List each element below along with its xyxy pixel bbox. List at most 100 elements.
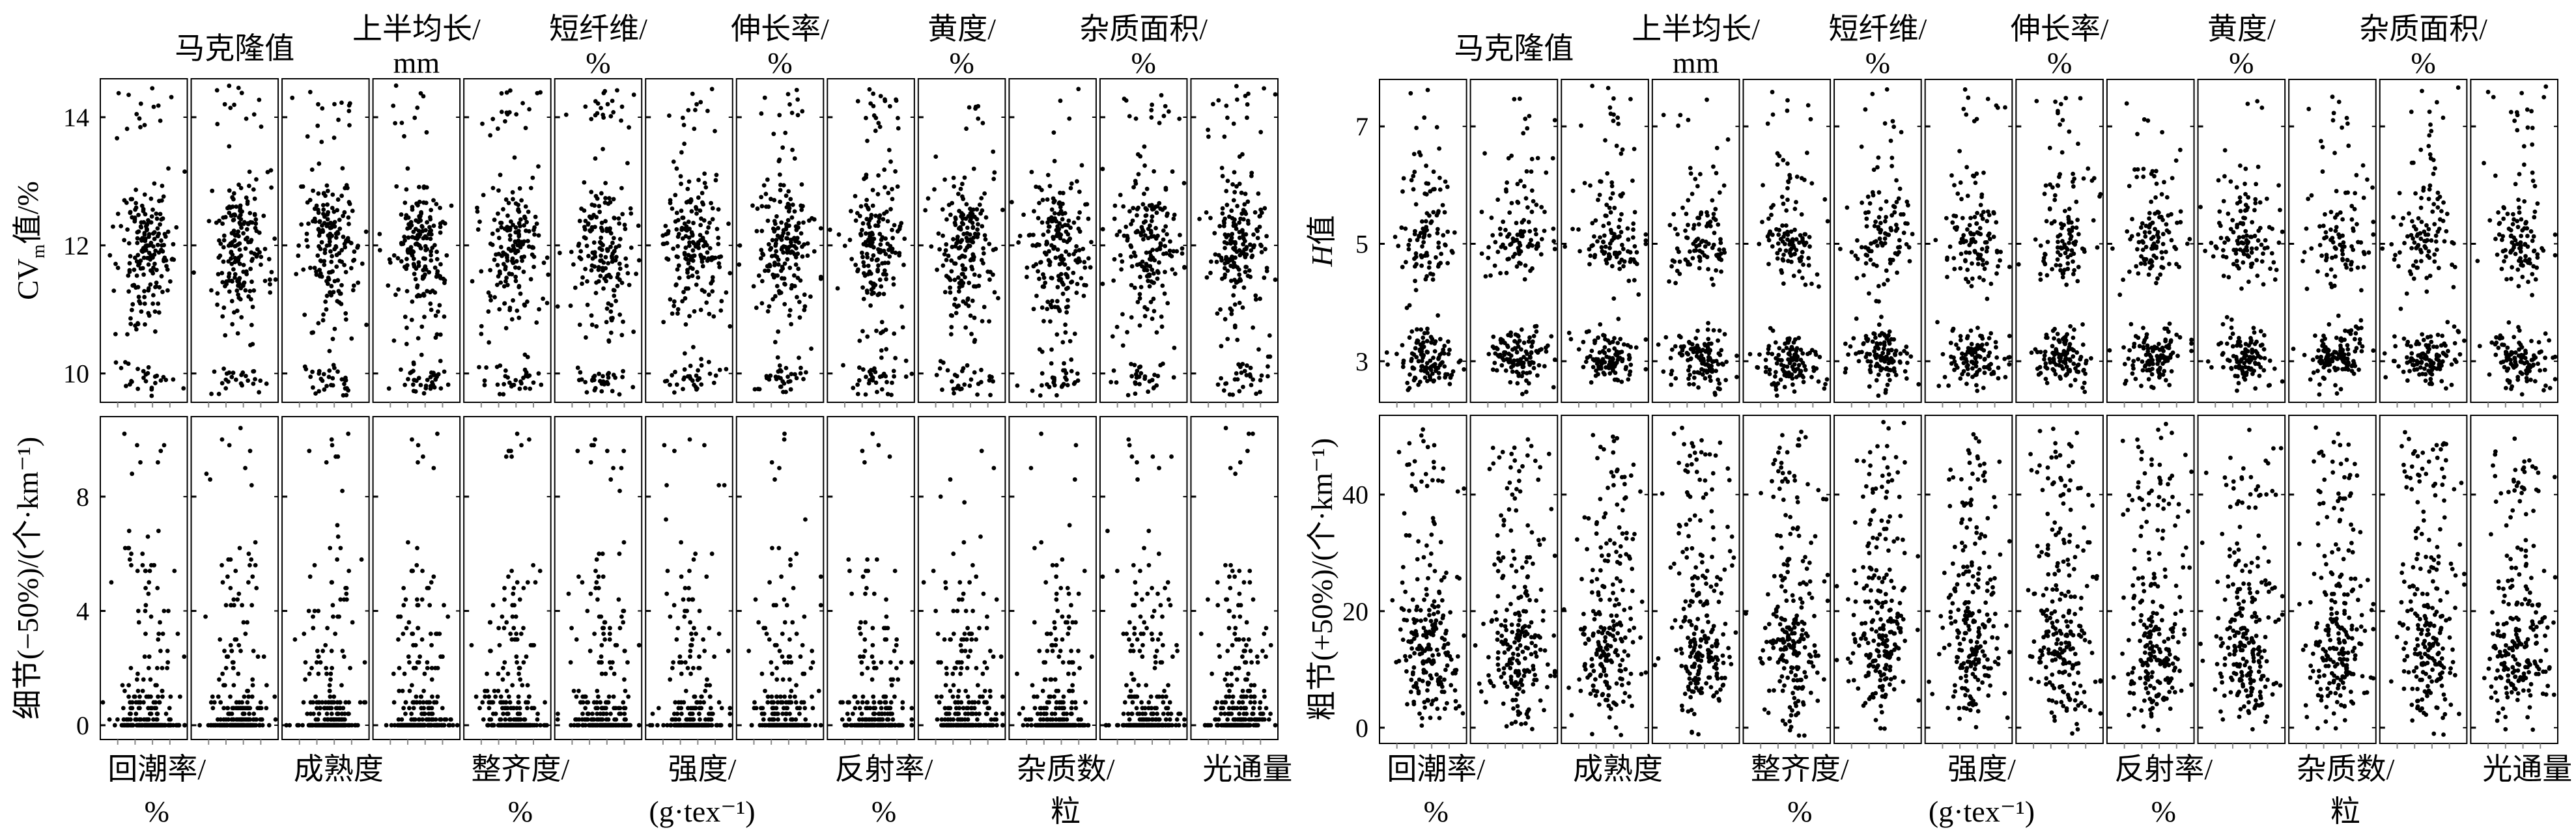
data-point	[1177, 117, 1182, 121]
data-point	[792, 284, 797, 288]
data-point	[1135, 368, 1140, 374]
data-point	[1145, 307, 1150, 312]
data-point	[672, 303, 677, 309]
data-point	[976, 222, 980, 227]
data-point	[249, 694, 255, 699]
data-point	[126, 241, 132, 246]
data-point	[698, 208, 703, 213]
data-point	[960, 253, 965, 258]
data-point	[410, 631, 415, 636]
data-point	[231, 665, 236, 671]
data-point	[507, 717, 512, 722]
data-point	[313, 391, 318, 396]
data-point	[863, 231, 868, 236]
data-point	[517, 597, 522, 602]
data-point	[799, 231, 804, 236]
data-point	[520, 101, 526, 105]
data-point	[707, 220, 712, 225]
data-point	[763, 191, 769, 197]
data-point	[327, 688, 332, 693]
data-point	[692, 382, 696, 387]
data-point	[404, 325, 409, 330]
data-point	[802, 304, 808, 309]
data-point	[881, 329, 886, 334]
data-point	[685, 186, 690, 191]
y-label-rest: 值/%	[11, 181, 44, 244]
data-point	[223, 603, 229, 608]
data-point	[322, 214, 327, 219]
data-point	[1060, 340, 1066, 345]
data-point	[394, 184, 399, 189]
data-point	[596, 268, 601, 272]
data-point	[867, 87, 872, 92]
data-point	[679, 574, 684, 579]
data-point	[410, 299, 415, 304]
data-point	[1040, 371, 1045, 376]
scatter-subplot	[281, 416, 370, 745]
data-point	[518, 631, 524, 636]
data-point	[511, 260, 516, 266]
data-point	[235, 242, 240, 247]
data-point	[1232, 189, 1238, 195]
data-point	[322, 247, 328, 252]
data-point	[800, 643, 805, 648]
data-point	[317, 368, 322, 374]
data-point	[151, 104, 156, 109]
data-point	[1015, 383, 1020, 388]
data-point	[227, 443, 232, 448]
data-point	[264, 706, 269, 711]
data-point	[574, 637, 579, 642]
data-point	[583, 380, 588, 385]
data-point	[1232, 302, 1238, 307]
data-point	[332, 102, 337, 107]
data-point	[668, 723, 673, 728]
data-point	[783, 130, 788, 135]
data-point	[496, 723, 501, 728]
data-point	[583, 723, 588, 728]
data-point	[790, 147, 795, 152]
data-point	[218, 637, 223, 642]
data-point	[805, 253, 810, 258]
data-point	[576, 574, 581, 579]
data-point	[332, 135, 337, 141]
data-point	[155, 234, 160, 239]
data-point	[504, 620, 509, 625]
data-point	[429, 258, 434, 263]
data-point	[231, 603, 236, 608]
data-point	[500, 677, 505, 682]
data-point	[167, 279, 173, 284]
data-point	[704, 300, 709, 305]
data-point	[417, 199, 422, 204]
data-point	[1229, 311, 1234, 316]
data-point	[788, 197, 793, 202]
data-point	[951, 175, 956, 180]
data-point	[401, 706, 406, 711]
data-point	[863, 392, 868, 397]
data-point	[149, 196, 154, 201]
data-point	[810, 215, 814, 221]
data-point	[957, 281, 962, 286]
data-point	[272, 694, 277, 699]
data-point	[563, 112, 569, 117]
data-point	[686, 107, 691, 113]
data-point	[675, 267, 680, 272]
data-point	[890, 227, 894, 232]
data-point	[320, 106, 325, 111]
data-point	[616, 271, 621, 277]
data-point	[507, 305, 513, 311]
data-point	[688, 723, 693, 728]
data-point	[158, 648, 163, 654]
data-point	[321, 312, 326, 317]
data-point	[873, 370, 878, 374]
data-point	[864, 197, 870, 202]
data-point	[1233, 241, 1238, 246]
data-point	[409, 683, 414, 688]
data-point	[621, 700, 626, 705]
data-point	[438, 205, 442, 210]
data-point	[959, 182, 965, 186]
data-point	[146, 311, 151, 316]
data-point	[1208, 270, 1213, 275]
data-point	[1138, 154, 1143, 159]
data-point	[1100, 167, 1105, 171]
data-point	[948, 277, 953, 283]
